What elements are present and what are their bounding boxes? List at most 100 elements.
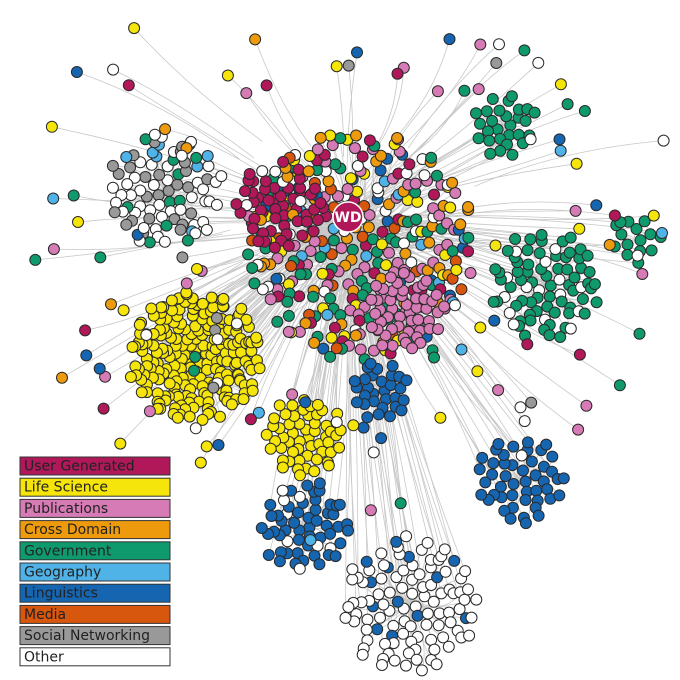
legend-label: Geography [24,565,101,581]
node [189,227,202,240]
node [155,301,168,314]
node [518,44,531,57]
edge [440,271,581,355]
node [264,498,277,511]
node [374,149,387,162]
node [106,181,119,194]
node [163,377,176,390]
edge [218,308,297,446]
node [638,215,651,228]
node [327,234,340,247]
node [362,221,375,234]
node [462,231,475,244]
node [314,197,327,209]
node [492,384,505,397]
node [555,295,568,308]
node [148,128,161,141]
node [603,238,616,251]
node [564,231,577,244]
node [329,550,342,563]
node [201,150,214,162]
node [543,329,556,342]
node [474,117,486,130]
node [507,318,520,331]
node [252,235,265,248]
node [47,192,60,205]
node [428,351,440,364]
node [554,144,567,157]
node [143,212,156,225]
node [268,241,281,254]
node [458,84,471,97]
node [277,155,290,168]
node [438,543,451,556]
legend-swatch [19,498,171,518]
node [191,263,203,275]
node [248,212,261,225]
node [376,339,389,352]
hub-label: WD [334,210,361,226]
node [180,277,193,290]
node [299,396,312,409]
node [325,331,338,344]
node [420,618,433,631]
node [120,151,133,163]
edge [439,301,579,430]
node [324,292,337,305]
node [158,235,171,248]
node [473,463,486,476]
node [375,572,388,585]
node [346,573,359,586]
node [563,307,576,320]
node [483,134,496,147]
node [518,415,531,428]
node [532,509,545,522]
node [578,307,591,320]
edge [336,66,345,157]
node [514,401,527,414]
node [494,144,507,157]
node [121,178,134,191]
node [270,272,283,285]
node [539,255,552,268]
node [505,90,518,103]
node [106,159,119,172]
legend-swatch [19,604,171,624]
node [207,381,220,394]
node [420,274,433,287]
node [380,259,393,272]
node [249,33,262,46]
node [376,659,388,671]
node [262,549,275,561]
node [402,647,415,660]
node [342,59,355,72]
edge [200,216,349,463]
node [161,174,174,187]
node [462,245,475,258]
edge [456,283,621,386]
node [409,177,422,190]
node [299,317,312,330]
node [573,348,586,361]
nodes [29,22,670,677]
node [333,498,346,511]
node [509,233,522,245]
node [189,422,202,435]
edge [474,140,664,187]
node [188,364,200,377]
node [356,230,369,243]
node [185,207,198,220]
node [569,204,582,217]
node [108,206,121,219]
node [302,165,315,178]
node [281,295,294,308]
edge [268,216,349,556]
node [525,455,538,468]
node [293,562,306,575]
node [344,172,357,185]
node [348,375,361,388]
node [260,428,273,441]
node [347,419,360,432]
node [349,329,362,342]
